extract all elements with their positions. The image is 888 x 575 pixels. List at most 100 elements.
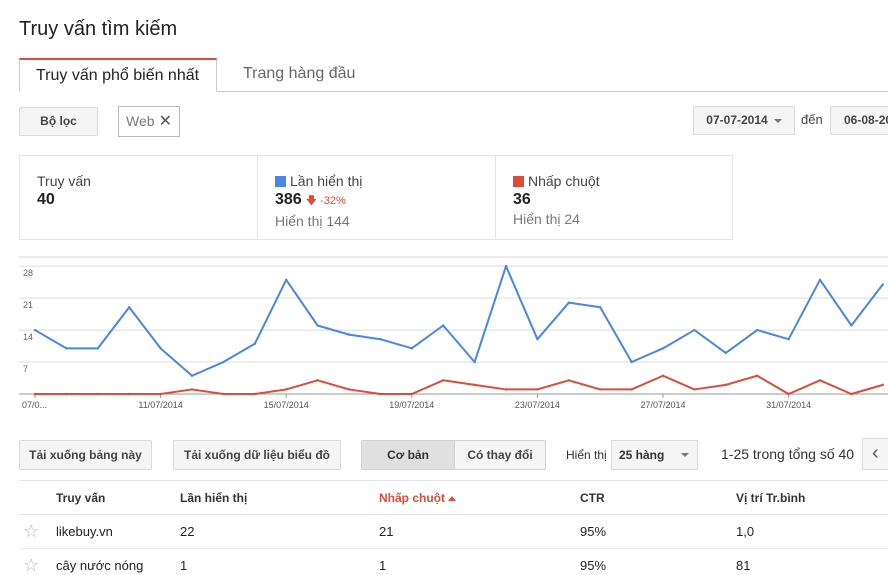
impressions-point — [630, 360, 633, 364]
arrow-down-icon: 🡇 — [305, 195, 318, 207]
pagination-text: 1-25 trong tổng số 40 — [721, 446, 855, 462]
clicks-point — [190, 388, 194, 391]
tab-top-queries[interactable]: Truy vấn phổ biến nhất — [19, 58, 217, 92]
chevron-down-icon — [681, 453, 689, 457]
x-tick-label: 31/07/2014 — [766, 400, 811, 410]
impressions-series-line — [34, 265, 884, 377]
clicks-point — [504, 388, 508, 391]
impressions-cell: 1 — [180, 558, 188, 573]
impressions-point — [693, 328, 696, 332]
stat-clicks-sub: Hiển thị 24 — [513, 211, 580, 227]
clicks-point — [33, 392, 37, 396]
clicks-point — [159, 392, 162, 396]
stat-clicks[interactable]: Nhấp chuột 36 Hiển thị 24 — [496, 156, 732, 239]
impressions-point — [96, 347, 100, 350]
rows-label: Hiển thị — [566, 448, 607, 462]
clicks-point — [536, 388, 539, 391]
web-filter-label: Web — [126, 113, 155, 129]
table-row: ☆ cây nước nóng 1 1 95% 81 — [19, 549, 888, 575]
x-tick-label: 15/07/2014 — [264, 400, 309, 410]
clicks-point — [473, 383, 476, 387]
col-clicks-label: Nhấp chuột — [379, 491, 445, 505]
clicks-point — [850, 392, 853, 396]
summary-stats: Truy vấn 40 Lần hiển thị 386 🡇 -32% Hiển … — [19, 155, 733, 240]
stat-clicks-label: Nhấp chuột — [528, 173, 600, 189]
x-tick-label: 07/0... — [22, 400, 47, 410]
impressions-point — [504, 264, 508, 268]
clicks-legend-swatch — [513, 176, 524, 187]
y-tick-label: 21 — [23, 300, 33, 310]
clicks-point — [410, 392, 413, 396]
clicks-point — [630, 388, 633, 391]
chevron-left-icon[interactable]: ‹ — [862, 438, 888, 470]
query-cell[interactable]: cây nước nóng — [56, 558, 144, 573]
impressions-point — [347, 333, 351, 336]
end-date-button[interactable]: 06-08-20 — [830, 106, 888, 135]
impressions-point — [661, 347, 665, 350]
tab-top-pages[interactable]: Trang hàng đầu — [243, 65, 356, 82]
ctr-cell: 95% — [580, 558, 607, 573]
x-tick-label: 27/07/2014 — [640, 400, 685, 410]
stat-impressions[interactable]: Lần hiển thị 386 🡇 -32% Hiển thị 144 — [258, 156, 496, 239]
clicks-point — [379, 392, 382, 396]
col-avg-position[interactable]: Vị trí Tr.bình — [736, 491, 806, 505]
star-icon[interactable]: ☆ — [23, 521, 40, 541]
clicks-series-line — [35, 374, 884, 395]
tab-bar: Truy vấn phổ biến nhất Trang hàng đầu — [19, 58, 888, 92]
col-ctr[interactable]: CTR — [580, 491, 605, 505]
rows-per-page-select[interactable]: 25 hàng — [611, 440, 698, 470]
start-date-value: 07-07-2014 — [706, 113, 768, 127]
clicks-point — [756, 374, 759, 377]
impressions-point — [410, 347, 413, 350]
impressions-point — [536, 338, 539, 341]
impressions-point — [881, 283, 884, 286]
impressions-point — [316, 324, 319, 327]
col-clicks[interactable]: Nhấp chuột — [379, 491, 456, 505]
ctr-cell: 95% — [580, 524, 607, 539]
start-date-button[interactable]: 07-07-2014 — [693, 106, 795, 135]
col-query[interactable]: Truy vấn — [56, 491, 106, 505]
clicks-point — [787, 392, 790, 396]
clicks-point — [347, 388, 351, 391]
mode-changes-button[interactable]: Có thay đổi — [455, 441, 545, 469]
impressions-point — [222, 360, 225, 364]
clicks-point — [567, 379, 570, 382]
impressions-point — [253, 342, 256, 345]
clicks-point — [65, 392, 68, 396]
download-chart-data-button[interactable]: Tải xuống dữ liệu biểu đồ — [173, 440, 341, 470]
clicks-cell: 1 — [379, 558, 387, 573]
stat-impressions-change: -32% — [320, 195, 346, 207]
y-tick-label: 14 — [23, 332, 33, 342]
filter-button[interactable]: Bộ lọc — [19, 107, 98, 136]
clicks-point — [128, 392, 131, 396]
chevron-down-icon — [773, 118, 782, 123]
clicks-point — [661, 374, 665, 377]
y-tick-label: 7 — [23, 364, 28, 374]
end-date-value: 06-08-20 — [844, 113, 888, 127]
impressions-point — [33, 328, 37, 332]
position-cell: 81 — [736, 558, 751, 573]
impressions-legend-swatch — [275, 176, 286, 187]
col-impressions[interactable]: Lần hiển thị — [180, 491, 248, 505]
stat-impressions-value: 386 — [275, 191, 302, 208]
stat-queries-label: Truy vấn — [37, 173, 91, 189]
clicks-point — [818, 379, 822, 382]
sort-ascending-icon — [448, 496, 456, 501]
table-row: ☆ likebuy.vn 22 21 95% 1,0 — [19, 515, 888, 549]
mode-basic-button[interactable]: Cơ bản — [362, 441, 455, 469]
web-filter-chip[interactable]: Web ✕ — [118, 106, 180, 137]
impressions-point — [65, 347, 68, 350]
clicks-point — [693, 388, 696, 391]
query-cell[interactable]: likebuy.vn — [56, 524, 113, 539]
impressions-point — [379, 338, 382, 341]
clicks-point — [316, 379, 319, 382]
close-icon[interactable]: ✕ — [158, 113, 172, 130]
download-table-button[interactable]: Tải xuống bảng này — [19, 440, 152, 470]
clicks-point — [724, 383, 727, 387]
stat-queries: Truy vấn 40 — [20, 156, 258, 239]
stat-impressions-label: Lần hiển thị — [290, 173, 363, 189]
x-tick-label: 11/07/2014 — [138, 400, 182, 410]
impressions-point — [442, 324, 445, 327]
clicks-point — [253, 392, 256, 396]
star-icon[interactable]: ☆ — [23, 555, 40, 575]
